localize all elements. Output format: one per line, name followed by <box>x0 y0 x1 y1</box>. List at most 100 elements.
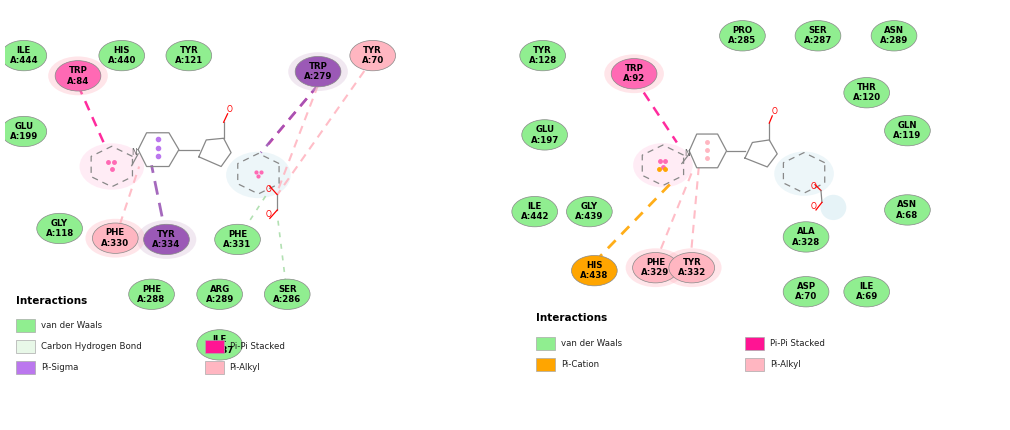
Ellipse shape <box>872 21 917 51</box>
Text: N: N <box>684 149 690 158</box>
Text: TYR
A:70: TYR A:70 <box>362 46 384 65</box>
Ellipse shape <box>820 195 846 220</box>
FancyBboxPatch shape <box>536 337 556 350</box>
Ellipse shape <box>215 224 261 255</box>
Text: O: O <box>811 202 816 211</box>
Text: TYR
A:334: TYR A:334 <box>153 230 181 249</box>
FancyBboxPatch shape <box>205 340 223 353</box>
Text: ASP
A:70: ASP A:70 <box>795 282 817 301</box>
Text: PHE
A:330: PHE A:330 <box>101 228 129 248</box>
Ellipse shape <box>128 279 175 310</box>
Ellipse shape <box>80 143 144 190</box>
Ellipse shape <box>669 252 715 283</box>
FancyBboxPatch shape <box>205 361 223 375</box>
Text: ARG
A:289: ARG A:289 <box>205 285 233 304</box>
Text: TYR
A:128: TYR A:128 <box>528 46 557 65</box>
Text: van der Waals: van der Waals <box>561 339 622 348</box>
Text: Pi-Alkyl: Pi-Alkyl <box>770 360 800 369</box>
Ellipse shape <box>86 219 145 258</box>
Ellipse shape <box>136 220 196 259</box>
Text: Pi-Pi Stacked: Pi-Pi Stacked <box>229 342 285 351</box>
Text: O: O <box>811 182 816 191</box>
Text: Pi-Alkyl: Pi-Alkyl <box>229 363 261 372</box>
Text: TRP
A:84: TRP A:84 <box>67 66 89 86</box>
Text: PHE
A:331: PHE A:331 <box>223 230 251 249</box>
Text: PRO
A:285: PRO A:285 <box>728 26 756 46</box>
Ellipse shape <box>604 54 664 93</box>
Text: GLU
A:199: GLU A:199 <box>10 122 38 141</box>
Ellipse shape <box>885 195 930 225</box>
Ellipse shape <box>288 52 347 91</box>
Text: Pi-Cation: Pi-Cation <box>561 360 599 369</box>
Text: O: O <box>266 185 272 194</box>
Ellipse shape <box>99 40 144 71</box>
Text: SER
A:286: SER A:286 <box>273 285 301 304</box>
Ellipse shape <box>843 276 890 307</box>
Text: ILE
A:444: ILE A:444 <box>9 46 38 65</box>
Text: GLY
A:439: GLY A:439 <box>575 202 604 221</box>
FancyBboxPatch shape <box>16 319 34 332</box>
Ellipse shape <box>1 40 46 71</box>
Text: Carbon Hydrogen Bond: Carbon Hydrogen Bond <box>40 342 141 351</box>
Ellipse shape <box>265 279 310 310</box>
Ellipse shape <box>625 248 686 287</box>
Ellipse shape <box>572 255 617 286</box>
Ellipse shape <box>512 197 558 227</box>
Ellipse shape <box>226 152 291 198</box>
Text: GLY
A:118: GLY A:118 <box>45 219 74 238</box>
Text: van der Waals: van der Waals <box>40 321 102 330</box>
Text: Pi-Pi Stacked: Pi-Pi Stacked <box>770 339 824 348</box>
Text: ILE
A:442: ILE A:442 <box>520 202 549 221</box>
Ellipse shape <box>349 40 396 71</box>
Text: PHE
A:329: PHE A:329 <box>641 258 670 277</box>
Text: ASN
A:289: ASN A:289 <box>880 26 908 46</box>
FancyBboxPatch shape <box>16 340 34 353</box>
Text: Pi-Sigma: Pi-Sigma <box>40 363 78 372</box>
Text: TYR
A:332: TYR A:332 <box>678 258 706 277</box>
Text: ILE
A:287: ILE A:287 <box>205 335 234 355</box>
Text: ALA
A:328: ALA A:328 <box>792 227 820 247</box>
Ellipse shape <box>197 330 242 360</box>
Text: TRP
A:279: TRP A:279 <box>304 62 332 81</box>
Text: HIS
A:440: HIS A:440 <box>107 46 136 65</box>
Ellipse shape <box>719 21 766 51</box>
FancyBboxPatch shape <box>536 358 556 372</box>
Ellipse shape <box>885 116 930 146</box>
Text: TYR
A:121: TYR A:121 <box>175 46 203 65</box>
Text: Interactions: Interactions <box>16 296 87 307</box>
Ellipse shape <box>1 117 46 147</box>
Ellipse shape <box>48 56 108 95</box>
Text: ASN
A:68: ASN A:68 <box>896 200 918 220</box>
Ellipse shape <box>520 40 566 71</box>
Ellipse shape <box>795 21 841 51</box>
Text: GLU
A:197: GLU A:197 <box>530 125 559 144</box>
Ellipse shape <box>522 120 568 150</box>
Ellipse shape <box>783 276 829 307</box>
Ellipse shape <box>93 223 138 253</box>
Ellipse shape <box>632 252 679 283</box>
Ellipse shape <box>783 222 829 252</box>
FancyBboxPatch shape <box>745 337 764 350</box>
FancyBboxPatch shape <box>745 358 764 372</box>
Text: O: O <box>266 210 272 219</box>
Ellipse shape <box>197 279 242 310</box>
Ellipse shape <box>662 248 721 287</box>
Ellipse shape <box>166 40 212 71</box>
FancyBboxPatch shape <box>16 361 34 375</box>
Text: PHE
A:288: PHE A:288 <box>137 285 166 304</box>
Ellipse shape <box>143 224 189 255</box>
Text: THR
A:120: THR A:120 <box>852 83 881 102</box>
Text: Interactions: Interactions <box>536 313 607 323</box>
Ellipse shape <box>56 61 101 91</box>
Text: GLN
A:119: GLN A:119 <box>893 121 921 140</box>
Ellipse shape <box>36 213 83 244</box>
Ellipse shape <box>843 77 890 108</box>
Ellipse shape <box>611 58 656 89</box>
Text: SER
A:287: SER A:287 <box>804 26 832 46</box>
Text: HIS
A:438: HIS A:438 <box>580 261 609 280</box>
Ellipse shape <box>567 197 612 227</box>
Text: O: O <box>772 107 777 116</box>
Ellipse shape <box>295 56 341 87</box>
Ellipse shape <box>775 151 834 196</box>
Text: ILE
A:69: ILE A:69 <box>855 282 878 301</box>
